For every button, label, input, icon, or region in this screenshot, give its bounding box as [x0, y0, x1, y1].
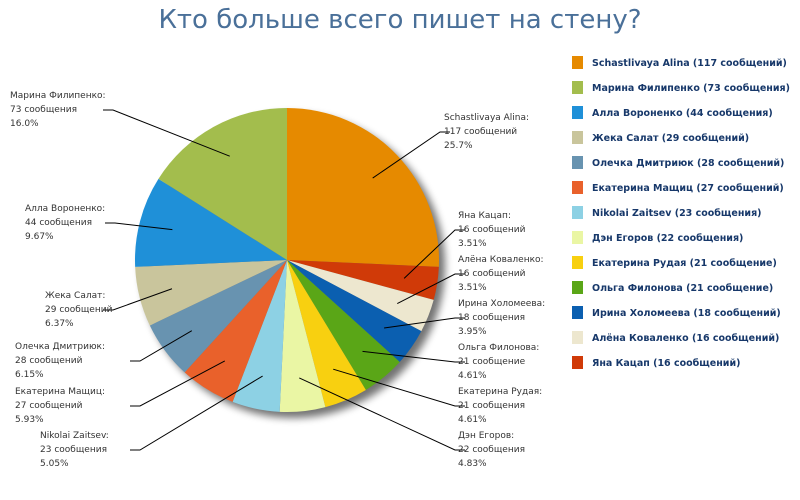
slice-label-percent: 6.15%: [15, 370, 44, 380]
slice-label-value: 73 сообщения: [10, 105, 77, 115]
pie-slice: [184, 260, 287, 402]
pie-slice: [135, 260, 287, 326]
legend-label: Екатерина Мащиц (27 сообщений): [592, 183, 784, 194]
chart-title: Кто больше всего пишет на стену?: [158, 5, 641, 35]
legend-label: Жека Салат (29 сообщений): [592, 133, 749, 144]
slice-label-value: 44 сообщения: [25, 218, 92, 228]
slice-label-name: Яна Кацап:: [458, 211, 511, 221]
slice-label-percent: 5.93%: [15, 415, 44, 425]
legend-swatch: [572, 56, 583, 69]
leader-line: [130, 330, 193, 362]
legend-swatch: [572, 181, 583, 194]
legend-label: Олечка Дмитриюк (28 сообщений): [592, 158, 784, 169]
slice-label-name: Nikolai Zaitsev:: [40, 431, 109, 441]
slice-label-percent: 3.95%: [458, 327, 487, 337]
slice-label-percent: 16.0%: [10, 119, 39, 129]
slice-label-value: 23 сообщения: [40, 445, 107, 455]
leader-line: [372, 131, 450, 179]
slice-label-value: 21 сообщение: [458, 357, 526, 367]
legend-label: Екатерина Рудая (21 сообщение): [592, 258, 777, 269]
leader-line: [130, 360, 226, 407]
slice-label-name: Жека Салат:: [45, 291, 105, 301]
slice-label-value: 16 сообщений: [458, 225, 526, 235]
slice-label-percent: 9.67%: [25, 232, 54, 242]
slice-label-name: Екатерина Рудая:: [458, 387, 542, 397]
leader-line: [299, 377, 465, 451]
legend-swatch: [572, 106, 583, 119]
pie-slice: [287, 260, 439, 300]
pie-slice: [287, 260, 422, 362]
slice-label-percent: 5.05%: [40, 459, 69, 469]
leader-line: [403, 229, 465, 279]
pie-slice: [158, 108, 287, 260]
slice-label-name: Schastlivaya Alina:: [444, 113, 529, 123]
pie-slice: [287, 108, 440, 267]
slice-label-value: 117 сообщений: [444, 127, 517, 137]
slice-label-value: 29 сообщений: [45, 305, 113, 315]
pie-slice: [287, 260, 400, 390]
leader-line: [333, 368, 465, 407]
slice-label-percent: 3.51%: [458, 283, 487, 293]
legend-swatch: [572, 331, 583, 344]
slice-label-percent: 4.61%: [458, 371, 487, 381]
legend-swatch: [572, 256, 583, 269]
legend-label: Марина Филипенко (73 сообщения): [592, 83, 790, 94]
slice-label-value: 22 сообщения: [458, 445, 525, 455]
slice-label-value: 16 сообщений: [458, 269, 526, 279]
legend-swatch: [572, 81, 583, 94]
slice-label-name: Олечка Дмитриюк:: [15, 342, 105, 352]
legend-swatch: [572, 356, 583, 369]
leader-line: [397, 273, 465, 305]
legend-label: Nikolai Zaitsev (23 сообщения): [592, 208, 762, 219]
legend-label: Ольга Филонова (21 сообщение): [592, 283, 773, 294]
legend-swatch: [572, 156, 583, 169]
legend-label: Яна Кацап (16 сообщений): [592, 358, 740, 369]
slice-label-percent: 4.61%: [458, 415, 487, 425]
pie-slice: [149, 260, 287, 373]
legend-label: Алёна Коваленко (16 сообщений): [592, 333, 779, 344]
pie-slice: [232, 260, 287, 412]
leader-line: [103, 288, 173, 311]
slice-label-name: Алла Вороненко:: [25, 204, 105, 214]
slice-label-value: 28 сообщений: [15, 356, 83, 366]
slice-label-name: Екатерина Мащиц:: [15, 387, 105, 397]
legend-swatch: [572, 306, 583, 319]
slice-label-name: Марина Филипенко:: [10, 91, 106, 101]
leader-line: [103, 109, 230, 157]
slice-label-value: 18 сообщения: [458, 313, 525, 323]
slice-label-name: Ирина Холомеева:: [458, 299, 545, 309]
slice-label-percent: 3.51%: [458, 239, 487, 249]
leader-line: [384, 317, 465, 329]
slice-label-percent: 4.83%: [458, 459, 487, 469]
slice-label-percent: 6.37%: [45, 319, 74, 329]
legend-label: Ирина Холомеева (18 сообщений): [592, 308, 781, 319]
pie-slice: [279, 260, 326, 412]
leader-line: [105, 222, 173, 231]
legend-swatch: [572, 206, 583, 219]
leader-line: [362, 350, 465, 363]
leader-line: [130, 375, 263, 451]
slice-label-value: 21 сообщения: [458, 401, 525, 411]
legend-swatch: [572, 131, 583, 144]
legend-label: Schastlivaya Alina (117 сообщений): [592, 58, 787, 69]
pie-slice: [287, 260, 434, 332]
slice-label-percent: 25.7%: [444, 141, 473, 151]
legend-swatch: [572, 281, 583, 294]
pie-slice: [287, 260, 366, 408]
legend-label: Дэн Егоров (22 сообщения): [592, 233, 743, 244]
pie-slice: [135, 178, 287, 267]
slice-label-name: Дэн Егоров:: [458, 431, 514, 441]
slice-label-value: 27 сообщений: [15, 401, 83, 411]
slice-label-name: Алёна Коваленко:: [458, 255, 544, 265]
legend-label: Алла Вороненко (44 сообщения): [592, 108, 773, 119]
slice-label-name: Ольга Филонова:: [458, 343, 539, 353]
legend-swatch: [572, 231, 583, 244]
